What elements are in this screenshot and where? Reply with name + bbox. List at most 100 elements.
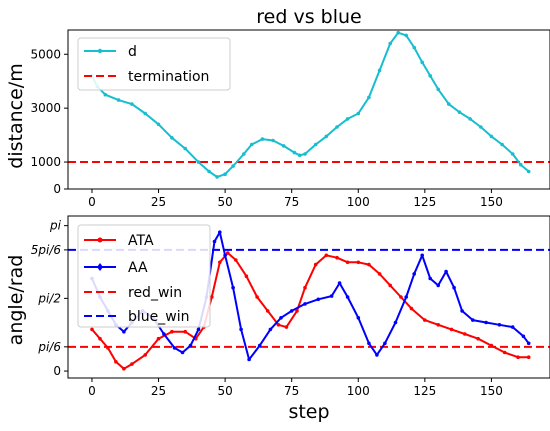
series-d-point [335,125,339,129]
series-ata-point [156,336,161,341]
series-d-point [436,87,441,92]
series-d-point [183,146,187,151]
series-aa-point [497,323,502,327]
series-ata-point [90,327,94,332]
bottom-y-ticks: 0 pi/6 pi/2 5pi/6 pi [31,219,68,378]
series-d-point [324,134,329,139]
series-aa-point [484,320,488,325]
bottom-x-ticks: 0 25 50 75 100 125 150 [88,378,503,398]
series-d-point [479,125,483,129]
series-aa-point [172,346,177,350]
series-d-point [103,92,108,97]
top-legend: d termination [77,37,231,91]
series-ata-point [122,366,126,371]
series-ata-point [170,329,174,334]
series-aa-point [247,357,251,362]
y-tick-label: 3000 [30,101,61,115]
series-ata-point [367,262,371,267]
bottom-reference-lines [68,248,550,348]
series-aa-point [521,334,526,339]
series-d-point [116,98,121,102]
series-aa-point [231,285,235,290]
series-d-point [367,95,371,100]
series-d-point [223,172,227,176]
series-aa-point [444,269,448,274]
bottom-chart-panel: angle/rad step 0 25 50 75 100 125 150 0 pi/6 pi/… [5,215,550,423]
series-d-point [196,160,201,164]
series-aa-point [404,295,409,299]
series-ata-point [210,295,214,299]
series-aa-point [526,341,531,346]
y-tick-label: 0 [53,182,61,196]
series-aa-point [268,327,273,332]
series-aa-point [279,316,283,320]
series-ata-point [265,309,270,313]
series-ata-point [114,360,118,364]
series-aa-point [420,253,425,258]
series-aa-point [375,353,379,357]
series-aa-point [452,285,456,290]
series-d-point [215,175,219,179]
series-d-point [249,142,254,147]
series-d-point [489,134,494,139]
series-aa-point [239,327,243,332]
series-aa-point [289,309,294,313]
legend-aa-marker [97,263,103,271]
series-aa-point [356,316,361,320]
x-tick-label: 50 [217,195,232,209]
x-tick-label: 75 [284,384,299,398]
series-ata-point [345,260,350,265]
series-aa-point [218,230,222,234]
bottom-x-axis-label: step [288,401,329,423]
series-d-point [130,102,134,106]
series-aa-point [393,320,398,325]
series-ata-point [183,329,187,334]
legend-ata-label: ATA [128,233,154,249]
series-aa-point [257,343,262,348]
series-aa-point [337,281,342,285]
y-tick-label: pi/2 [37,291,61,305]
series-d-point [468,117,472,121]
x-tick-label: 0 [88,195,96,209]
series-d-point [510,152,515,156]
series-ata-point [377,272,382,276]
x-tick-label: 25 [151,195,166,209]
series-aa-point [436,283,441,288]
series-aa-line [91,231,530,361]
top-x-ticks: 0 25 50 75 100 125 150 [88,189,503,209]
series-ata-point [98,336,102,341]
series-d-point [242,152,246,156]
legend-termination-label: termination [128,69,209,85]
top-plot-frame [67,29,550,190]
series-ata-point [303,285,307,290]
series-ata-point [516,355,520,360]
series-d-point [313,142,318,147]
series-aa-point [510,325,515,329]
y-tick-label: 5000 [30,47,61,61]
x-tick-label: 150 [480,195,503,209]
x-tick-label: 25 [151,384,166,398]
series-ata-point [313,262,318,267]
series-aa-point [367,341,371,346]
series-d-point [412,45,417,50]
series-d-point [143,111,147,116]
series-aa-point [471,318,475,322]
series-aa-point [162,332,166,336]
series-ata-line [91,252,529,370]
y-tick-label: pi [49,219,62,233]
legend-d-label: d [128,44,137,60]
series-ata-point [335,255,339,260]
series-d-point [292,150,297,155]
series-ata-point [324,253,329,258]
series-ata-point [295,309,299,313]
legend-blue-win-label: blue_win [128,309,189,325]
series-aa-point [180,350,185,355]
series-ata-point [476,336,480,341]
series-aa-point [316,297,321,302]
series-ata-point [130,362,134,366]
y-tick-label: 5pi/6 [31,243,62,257]
legend-ata-marker [97,237,103,243]
series-d-point [207,169,211,174]
legend-d-marker [97,48,103,54]
